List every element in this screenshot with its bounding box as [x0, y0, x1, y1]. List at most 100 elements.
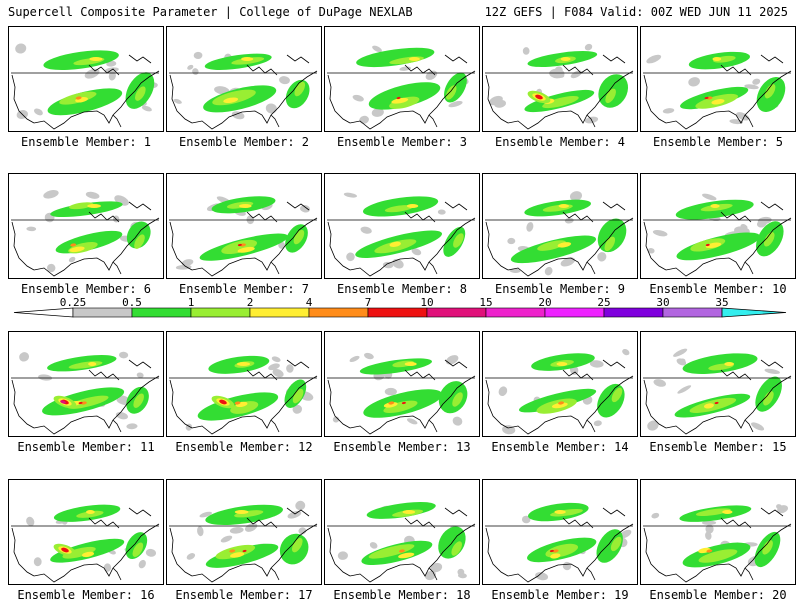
- colorbar-segment: [663, 308, 722, 317]
- scp-contour-fill: [525, 221, 534, 232]
- scp-contour-fill: [433, 376, 473, 419]
- us-map: [166, 173, 322, 279]
- map-outline: [328, 380, 350, 428]
- scp-contour-fill: [562, 561, 573, 571]
- map-outline: [508, 416, 587, 434]
- scp-contour-fill: [592, 379, 631, 422]
- map-outline: [745, 568, 753, 580]
- colorbar-segment: [191, 308, 250, 317]
- map-outline: [603, 202, 625, 210]
- map-outline: [666, 416, 745, 434]
- map-outline: [603, 55, 625, 63]
- scp-contour-fill: [229, 526, 244, 534]
- scp-contour-fill: [676, 384, 692, 395]
- map-outline: [247, 65, 277, 75]
- us-map: [640, 173, 796, 279]
- us-map: [324, 173, 480, 279]
- scp-contour-fill: [194, 52, 203, 59]
- scp-contour-fill: [584, 43, 594, 52]
- map-outline: [129, 508, 151, 516]
- scp-contour-fill: [185, 423, 194, 432]
- map-outline: [745, 262, 753, 274]
- scp-field: [325, 480, 479, 584]
- scp-contour-fill: [42, 188, 59, 200]
- scp-contour-fill: [265, 102, 278, 114]
- colorbar-tick-label: 2: [247, 296, 254, 309]
- scp-contour-fill: [559, 256, 576, 269]
- scp-contour-fill: [752, 78, 762, 86]
- map-outline: [405, 518, 435, 528]
- map-outline: [271, 115, 279, 127]
- map-outline: [429, 420, 437, 432]
- map-outline: [271, 568, 279, 580]
- scp-field: [641, 174, 795, 278]
- colorbar-tick-label: 35: [715, 296, 728, 309]
- colorbar-segment: [545, 308, 604, 317]
- colorbar-segment: [427, 308, 486, 317]
- scp-contour-fill: [645, 53, 662, 65]
- ensemble-member-label: Ensemble Member: 7: [166, 282, 322, 296]
- scp-contour-fill: [451, 415, 464, 427]
- map-outline: [405, 370, 435, 380]
- scp-contour-fill: [722, 510, 732, 514]
- scp-contour-fill: [559, 204, 569, 208]
- scp-contour-fill: [14, 42, 27, 54]
- scp-field: [641, 27, 795, 131]
- ensemble-member-label: Ensemble Member: 3: [324, 135, 480, 149]
- scp-field: [641, 332, 795, 436]
- map-outline: [113, 568, 121, 580]
- map-outline: [644, 75, 666, 123]
- map-outline: [587, 568, 595, 580]
- scp-contour-fill: [279, 75, 291, 84]
- scp-contour-fill: [49, 198, 123, 220]
- map-outline: [445, 508, 467, 516]
- scp-contour-fill: [343, 192, 357, 199]
- colorbar-tick-label: 30: [656, 296, 669, 309]
- map-outline: [328, 75, 350, 123]
- colorbar-tick-label: 7: [365, 296, 372, 309]
- map-outline: [666, 258, 745, 276]
- scp-contour-fill: [145, 548, 156, 557]
- scp-contour-fill: [687, 76, 701, 88]
- scp-contour-fill: [345, 252, 355, 262]
- scp-contour-fill: [85, 191, 100, 200]
- scp-contour-fill: [651, 512, 660, 519]
- map-outline: [563, 518, 593, 528]
- us-map: [8, 479, 164, 585]
- scp-contour-fill: [383, 262, 394, 269]
- scp-contour-fill: [237, 362, 250, 366]
- map-outline: [170, 75, 192, 123]
- map-outline: [113, 420, 121, 432]
- map-outline: [287, 55, 309, 63]
- map-outline: [429, 115, 437, 127]
- scp-field: [483, 174, 637, 278]
- colorbar-tick-label: 10: [420, 296, 433, 309]
- map-outline: [666, 564, 745, 582]
- scp-contour-fill: [38, 374, 53, 382]
- scp-contour-fill: [403, 510, 416, 514]
- us-map: [482, 479, 638, 585]
- scp-contour-fill: [457, 569, 464, 576]
- map-outline: [192, 564, 271, 582]
- chart-title: Supercell Composite Parameter | College …: [8, 5, 413, 19]
- colorbar-tick-label: 0.5: [122, 296, 142, 309]
- ensemble-member-label: Ensemble Member: 14: [482, 440, 638, 454]
- scp-contour-fill: [593, 420, 602, 427]
- colorbar-segment: [309, 308, 368, 317]
- scp-contour-fill: [385, 388, 397, 396]
- ensemble-member-label: Ensemble Member: 4: [482, 135, 638, 149]
- model-run-info: 12Z GEFS | F084 Valid: 00Z WED JUN 11 20…: [485, 5, 788, 19]
- map-outline: [34, 564, 113, 582]
- scp-contour-fill: [186, 552, 197, 561]
- scp-field: [325, 27, 479, 131]
- map-outline: [192, 111, 271, 129]
- map-outline: [350, 416, 429, 434]
- map-outline: [129, 55, 151, 63]
- scp-contour-fill: [681, 349, 758, 377]
- scp-contour-fill: [729, 119, 743, 125]
- scp-field: [325, 332, 479, 436]
- scp-contour-fill: [271, 355, 281, 363]
- colorbar-tick-label: 25: [597, 296, 610, 309]
- scp-contour-fill: [543, 266, 554, 277]
- scp-contour-fill: [652, 229, 668, 238]
